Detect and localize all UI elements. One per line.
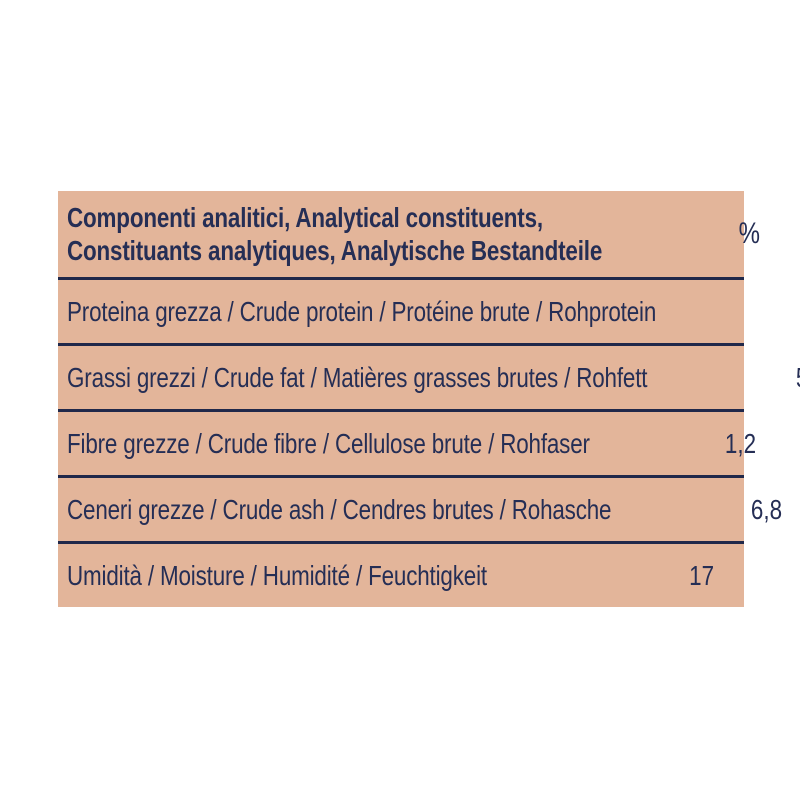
table-row-crude-protein: Proteina grezza / Crude protein / Protéi…	[58, 280, 744, 343]
row-divider	[58, 277, 744, 280]
table-row-crude-fibre: Fibre grezze / Crude fibre / Cellulose b…	[58, 412, 756, 475]
row-value: 17	[689, 559, 715, 591]
table-row-crude-ash: Ceneri grezze / Crude ash / Cendres brut…	[58, 478, 782, 541]
row-value: 5,5	[796, 362, 800, 394]
table-row-crude-fat: Grassi grezzi / Crude fat / Matières gra…	[58, 346, 800, 409]
row-value: 6,8	[751, 493, 783, 525]
analytical-constituents-panel: Componenti analitici, Analytical constit…	[58, 191, 800, 607]
row-label: Fibre grezze / Crude fibre / Cellulose b…	[67, 427, 590, 459]
row-value: 1,2	[724, 427, 756, 459]
table-row-moisture: Umidità / Moisture / Humidité / Feuchtig…	[58, 544, 744, 607]
row-divider	[58, 541, 744, 544]
table-title-line1: Componenti analitici, Analytical constit…	[67, 202, 543, 233]
table-header-row: Componenti analitici, Analytical constit…	[58, 191, 760, 277]
row-label: Proteina grezza / Crude protein / Protéi…	[67, 295, 657, 327]
percent-column-header: %	[736, 217, 763, 251]
row-label: Ceneri grezze / Crude ash / Cendres brut…	[67, 493, 612, 525]
table-title: Componenti analitici, Analytical constit…	[58, 201, 736, 267]
percent-symbol: %	[738, 217, 760, 250]
row-divider	[58, 475, 744, 478]
row-divider	[58, 343, 744, 346]
table-title-line2: Constituants analytiques, Analytische Be…	[67, 235, 603, 266]
row-label: Umidità / Moisture / Humidité / Feuchtig…	[67, 559, 487, 591]
row-divider	[58, 409, 744, 412]
row-label: Grassi grezzi / Crude fat / Matières gra…	[67, 361, 648, 393]
